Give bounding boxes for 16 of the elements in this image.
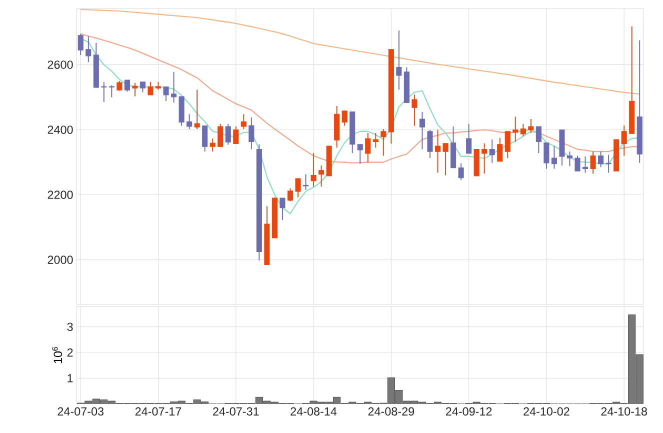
x-tick-label: 24-10-18: [601, 407, 647, 416]
y-tick-label: 2400: [48, 126, 73, 134]
y-tick-label: 2200: [48, 190, 73, 199]
x-tick-label: 24-08-29: [368, 407, 414, 416]
x-tick-label: 24-10-02: [524, 407, 570, 416]
y-tick-label: 2000: [48, 256, 73, 264]
x-tick-label: 24-07-03: [58, 407, 104, 416]
y-tick-label: 2: [67, 348, 73, 357]
x-tick-label: 24-07-31: [213, 407, 259, 416]
x-tick-label: 24-07-17: [135, 407, 182, 416]
y-tick-label: 3: [67, 322, 73, 331]
x-tick-label: 24-08-14: [290, 407, 337, 416]
y-axis-title: 10$^{6}$: [52, 346, 62, 364]
y-tick-label: 1: [68, 374, 73, 382]
x-tick-label: 24-09-12: [446, 407, 492, 416]
y-tick-label: 2600: [48, 60, 73, 69]
